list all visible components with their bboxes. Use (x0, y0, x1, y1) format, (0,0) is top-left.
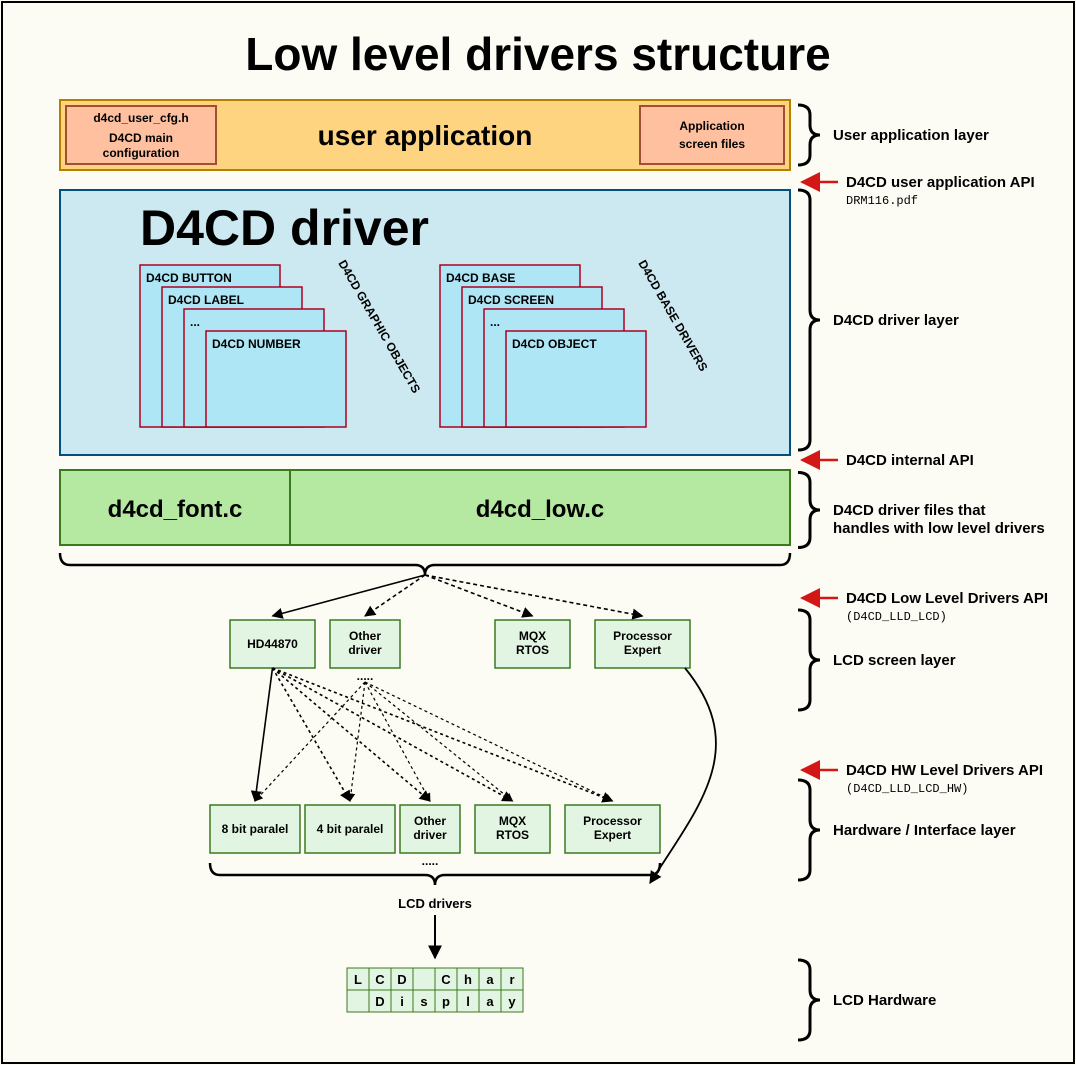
svg-text:s: s (420, 994, 427, 1009)
svg-text:(D4CD_LLD_LCD): (D4CD_LLD_LCD) (846, 610, 947, 624)
svg-text:DRM116.pdf: DRM116.pdf (846, 194, 918, 208)
svg-text:User application layer: User application layer (833, 127, 989, 144)
svg-text:h: h (464, 972, 472, 987)
svg-text:MQXRTOS: MQXRTOS (516, 629, 549, 657)
svg-text:LCD screen layer: LCD screen layer (833, 652, 956, 669)
svg-text:D: D (397, 972, 406, 987)
svg-text:a: a (486, 994, 494, 1009)
svg-text:d4cd_font.c: d4cd_font.c (108, 496, 243, 523)
svg-text:D: D (375, 994, 384, 1009)
svg-text:D4CD BUTTON: D4CD BUTTON (146, 271, 232, 285)
svg-text:C: C (441, 972, 451, 987)
svg-text:D4CD user application API: D4CD user application API (846, 174, 1035, 191)
svg-text:.....: ..... (357, 669, 374, 683)
svg-text:D4CD HW Level Drivers API: D4CD HW Level Drivers API (846, 762, 1043, 779)
svg-text:D4CD driver layer: D4CD driver layer (833, 312, 959, 329)
svg-text:p: p (442, 994, 450, 1009)
svg-text:Hardware / Interface layer: Hardware / Interface layer (833, 822, 1016, 839)
svg-text:8 bit paralel: 8 bit paralel (222, 822, 289, 836)
svg-text:HD44870: HD44870 (247, 637, 298, 651)
screen-files-box (640, 106, 784, 164)
svg-text:D4CD LABEL: D4CD LABEL (168, 293, 244, 307)
svg-text:user application: user application (318, 120, 533, 151)
svg-text:...: ... (190, 315, 200, 329)
svg-text:i: i (400, 994, 404, 1009)
svg-text:Application: Application (679, 119, 744, 133)
svg-text:D4CD internal API: D4CD internal API (846, 452, 974, 469)
svg-text:D4CD main: D4CD main (109, 131, 173, 145)
svg-text:LCD drivers: LCD drivers (398, 896, 472, 911)
svg-text:...: ... (490, 315, 500, 329)
svg-text:D4CD Low Level Drivers API: D4CD Low Level Drivers API (846, 590, 1048, 607)
svg-text:.....: ..... (422, 854, 439, 868)
svg-text:a: a (486, 972, 494, 987)
svg-text:screen files: screen files (679, 137, 745, 151)
svg-text:Otherdriver: Otherdriver (413, 814, 447, 842)
svg-text:r: r (509, 972, 514, 987)
svg-text:D4CD BASE: D4CD BASE (446, 271, 515, 285)
svg-text:LCD Hardware: LCD Hardware (833, 992, 936, 1009)
svg-text:y: y (508, 994, 516, 1009)
svg-text:configuration: configuration (103, 146, 180, 160)
svg-text:Otherdriver: Otherdriver (348, 629, 382, 657)
svg-text:d4cd_user_cfg.h: d4cd_user_cfg.h (93, 111, 188, 125)
svg-text:(D4CD_LLD_LCD_HW): (D4CD_LLD_LCD_HW) (846, 782, 968, 796)
svg-text:D4CD OBJECT: D4CD OBJECT (512, 337, 597, 351)
svg-text:MQXRTOS: MQXRTOS (496, 814, 529, 842)
svg-text:D4CD NUMBER: D4CD NUMBER (212, 337, 301, 351)
svg-text:L: L (354, 972, 362, 987)
svg-text:d4cd_low.c: d4cd_low.c (476, 496, 604, 523)
svg-text:D4CD driver: D4CD driver (140, 200, 429, 256)
diagram-title: Low level drivers structure (245, 28, 830, 80)
svg-text:4 bit paralel: 4 bit paralel (317, 822, 384, 836)
svg-text:D4CD SCREEN: D4CD SCREEN (468, 293, 554, 307)
svg-text:l: l (466, 994, 470, 1009)
svg-text:C: C (375, 972, 385, 987)
